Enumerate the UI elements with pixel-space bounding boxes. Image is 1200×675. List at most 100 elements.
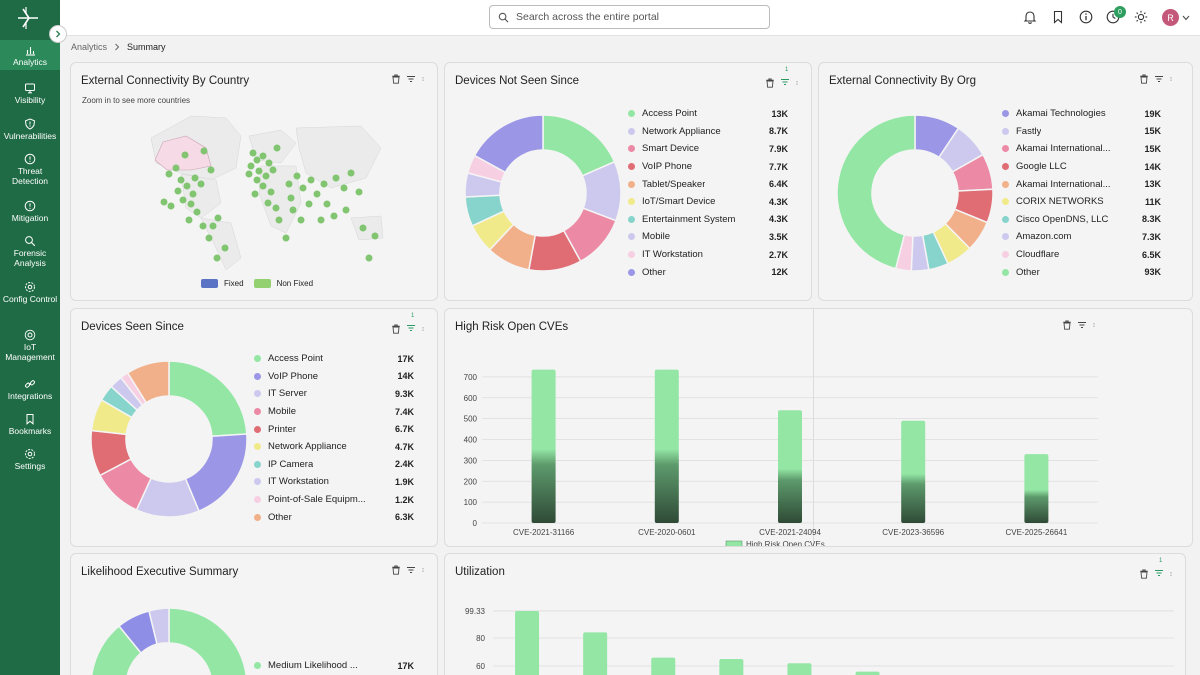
cve-bar[interactable]: [901, 420, 926, 523]
legend-item[interactable]: Other 12K: [628, 263, 788, 281]
trash-icon[interactable]: [391, 565, 401, 575]
logo-icon[interactable]: [16, 6, 40, 30]
more-icon[interactable]: [1169, 74, 1173, 84]
trash-icon[interactable]: [391, 74, 401, 84]
filter-icon[interactable]: [1077, 320, 1087, 330]
legend-item[interactable]: Akamai Technologies 19K: [1002, 105, 1161, 123]
more-icon[interactable]: [1092, 320, 1096, 330]
legend-item[interactable]: Access Point 13K: [628, 105, 788, 123]
legend-item[interactable]: Akamai International... 13K: [1002, 175, 1161, 193]
more-icon[interactable]: [421, 74, 425, 84]
legend-item[interactable]: Point-of-Sale Equipm... 1.2K: [254, 491, 414, 509]
search-input[interactable]: Search across the entire portal: [489, 5, 770, 29]
world-map[interactable]: [131, 108, 391, 273]
sidebar-item-settings[interactable]: Settings: [0, 444, 60, 472]
org-slice[interactable]: [836, 114, 916, 270]
legend-item[interactable]: Medium Likelihood ... 17K: [254, 657, 414, 675]
legend-non-fixed[interactable]: Non Fixed: [276, 279, 314, 288]
filter-icon[interactable]: [406, 565, 416, 575]
legend-item[interactable]: Akamai International... 15K: [1002, 140, 1161, 158]
trash-icon[interactable]: [1139, 74, 1149, 84]
legend-item[interactable]: VoIP Phone 14K: [254, 368, 414, 386]
likelihood-slice-medium[interactable]: [168, 607, 247, 675]
legend-item[interactable]: Access Point 17K: [254, 350, 414, 368]
chart-legend-label[interactable]: High Risk Open CVEs: [746, 540, 825, 547]
legend-item[interactable]: IT Server 9.3K: [254, 385, 414, 403]
cve-bar[interactable]: [1024, 454, 1049, 523]
donut-chart-not-seen[interactable]: [463, 113, 623, 273]
cve-bar[interactable]: [778, 410, 802, 523]
filter-active[interactable]: 1: [406, 313, 416, 338]
bookmark-icon[interactable]: [1051, 10, 1065, 24]
seen-slice[interactable]: [168, 360, 248, 438]
avatar[interactable]: R: [1162, 9, 1179, 26]
legend-item[interactable]: Cisco OpenDNS, LLC 8.3K: [1002, 211, 1161, 229]
cve-bar[interactable]: [531, 369, 556, 523]
legend-item[interactable]: Cloudflare 6.5K: [1002, 246, 1161, 264]
legend-item[interactable]: IT Workstation 2.7K: [628, 246, 788, 264]
theme-toggle-icon[interactable]: [1134, 10, 1148, 24]
trash-icon[interactable]: [1139, 569, 1149, 579]
utilization-bar[interactable]: [855, 671, 880, 675]
legend-item[interactable]: Entertainment System 4.3K: [628, 211, 788, 229]
legend-item[interactable]: Tablet/Speaker 6.4K: [628, 175, 788, 193]
more-icon[interactable]: [795, 78, 799, 88]
more-icon[interactable]: [1169, 569, 1173, 579]
sidebar-item-analytics[interactable]: Analytics: [0, 40, 60, 70]
legend-item[interactable]: Mobile 3.5K: [628, 228, 788, 246]
legend-item[interactable]: Smart Device 7.9K: [628, 140, 788, 158]
utilization-bar[interactable]: [515, 610, 540, 675]
filter-active[interactable]: 1: [780, 67, 790, 92]
utilization-bar[interactable]: [787, 663, 812, 675]
legend-item[interactable]: Fastly 15K: [1002, 123, 1161, 141]
legend-fixed[interactable]: Fixed: [224, 279, 244, 288]
legend-item[interactable]: Other 93K: [1002, 263, 1161, 281]
utilization-bar-chart[interactable]: 99.33 80 60: [445, 594, 1186, 675]
utilization-bar[interactable]: [651, 657, 676, 675]
filter-icon[interactable]: [406, 74, 416, 84]
sidebar-item-visibility[interactable]: Visibility: [0, 78, 60, 106]
sidebar-item-bookmarks[interactable]: Bookmarks: [0, 409, 60, 437]
trash-icon[interactable]: [391, 324, 401, 334]
cve-bar[interactable]: [654, 369, 679, 523]
donut-chart-likelihood[interactable]: [89, 606, 249, 675]
legend-item[interactable]: Amazon.com 7.3K: [1002, 228, 1161, 246]
info-icon[interactable]: [1079, 10, 1093, 24]
sidebar-item-integrations[interactable]: Integrations: [0, 374, 60, 402]
donut-chart-org[interactable]: [835, 113, 995, 273]
sidebar-item-vulnerabilities[interactable]: Vulnerabilities: [0, 114, 60, 142]
legend-item[interactable]: IP Camera 2.4K: [254, 456, 414, 474]
utilization-bar[interactable]: [583, 632, 608, 675]
chevron-down-icon[interactable]: [1182, 15, 1190, 21]
sidebar-item-threat-detection[interactable]: Threat Detection: [0, 149, 60, 189]
sidebar-item-iot-management[interactable]: IoT Management: [0, 325, 60, 365]
more-icon[interactable]: [421, 565, 425, 575]
sidebar-item-mitigation[interactable]: Mitigation: [0, 196, 60, 224]
seen-slice[interactable]: [126, 360, 170, 404]
more-icon[interactable]: [421, 324, 425, 334]
not-seen-slice[interactable]: [473, 114, 544, 174]
legend-item[interactable]: Mobile 7.4K: [254, 403, 414, 421]
sidebar-item-forensic-analysis[interactable]: Forensic Analysis: [0, 231, 60, 269]
legend-item[interactable]: Network Appliance 8.7K: [628, 123, 788, 141]
filter-icon[interactable]: [1154, 74, 1164, 84]
donut-chart-seen[interactable]: [89, 359, 249, 519]
likelihood-slice-other[interactable]: [148, 607, 170, 645]
legend-item[interactable]: Google LLC 14K: [1002, 158, 1161, 176]
bell-icon[interactable]: [1023, 10, 1037, 24]
legend-item[interactable]: Printer 6.7K: [254, 420, 414, 438]
legend-item[interactable]: IoT/Smart Device 4.3K: [628, 193, 788, 211]
legend-item[interactable]: CORIX NETWORKS 11K: [1002, 193, 1161, 211]
filter-active[interactable]: 1: [1154, 558, 1164, 583]
trash-icon[interactable]: [765, 78, 775, 88]
legend-item[interactable]: Other 6.3K: [254, 508, 414, 526]
sidebar-item-config-control[interactable]: Config Control: [0, 277, 60, 317]
trash-icon[interactable]: [1062, 320, 1072, 330]
cve-bar-chart[interactable]: 0 100 200 300 400 500 600 700 CVE-2021-31166 CVE-…: [445, 349, 1193, 547]
breadcrumb-analytics[interactable]: Analytics: [71, 42, 108, 52]
utilization-bar[interactable]: [719, 659, 744, 675]
legend-item[interactable]: IT Workstation 1.9K: [254, 473, 414, 491]
legend-item[interactable]: Network Appliance 4.7K: [254, 438, 414, 456]
sidebar-collapse-button[interactable]: [49, 25, 67, 43]
legend-item[interactable]: VoIP Phone 7.7K: [628, 158, 788, 176]
